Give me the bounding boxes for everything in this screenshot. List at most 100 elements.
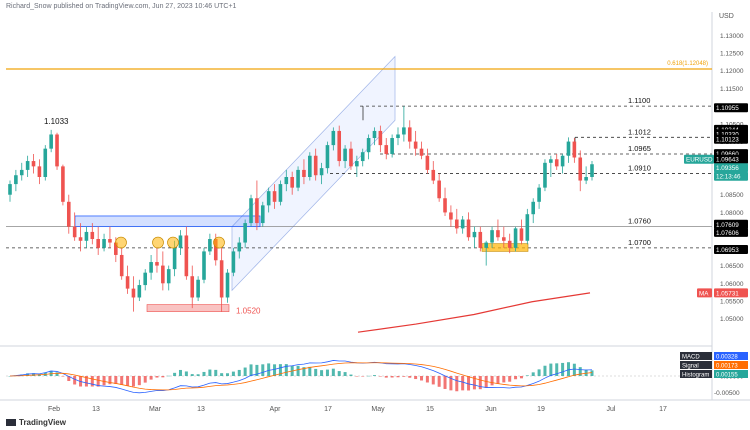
candle-body — [172, 247, 177, 270]
macd-histogram-bar — [184, 371, 188, 376]
macd-histogram-bar — [214, 369, 218, 376]
resistance-zone — [74, 215, 261, 228]
price-tick-label: 1.05500 — [720, 299, 744, 306]
tradingview-logo: TradingView — [6, 418, 66, 427]
retest-circle — [115, 236, 127, 249]
macd-histogram-bar — [472, 376, 476, 390]
macd-histogram-bar — [396, 376, 400, 378]
macd-histogram-bar — [8, 376, 12, 377]
price-tag — [714, 227, 748, 237]
candle-body — [166, 269, 171, 284]
macd-histogram-bar — [514, 376, 518, 380]
macd-histogram-bar — [467, 376, 471, 391]
macd-histogram-bar — [537, 369, 541, 376]
macd-histogram-bar — [61, 376, 65, 377]
candle-body — [155, 262, 159, 266]
macd-histogram-bar — [390, 376, 394, 378]
macd-histogram-bar — [372, 375, 376, 376]
candle-body — [543, 162, 547, 188]
macd-histogram-bar — [178, 369, 182, 376]
macd-histogram-bar — [449, 376, 453, 391]
macd-histogram-bar — [525, 375, 529, 376]
candle-body — [290, 177, 294, 188]
level-label: 1.0965 — [628, 144, 651, 153]
macd-histogram-bar — [161, 376, 165, 378]
candle-body — [449, 212, 453, 220]
macd-histogram-bar — [414, 376, 418, 380]
macd-histogram-bar — [437, 376, 441, 387]
candle-body — [108, 239, 112, 243]
macd-histogram-bar — [590, 370, 594, 376]
price-tag-label: EURUSD — [686, 157, 713, 164]
macd-histogram-bar — [226, 373, 230, 376]
candle-body — [196, 279, 200, 298]
price-tick-label: 1.06000 — [720, 281, 744, 288]
price-tick-label: 1.12000 — [720, 68, 744, 75]
candle-body — [431, 169, 436, 181]
macd-histogram-bar — [349, 374, 353, 376]
macd-line — [9, 360, 593, 394]
level-label: 1.1100 — [628, 96, 650, 105]
price-tag-label: 1.10955 — [716, 105, 739, 112]
macd-histogram-bar — [102, 376, 106, 386]
macd-histogram-bar — [508, 376, 512, 382]
price-tick-label: 1.06500 — [720, 263, 744, 270]
candle-body — [355, 161, 359, 167]
candle-body — [25, 161, 30, 170]
macd-histogram-bar — [420, 376, 424, 381]
macd-histogram-bar — [478, 376, 482, 390]
time-tick-label: 17 — [324, 406, 332, 413]
macd-histogram-bar — [73, 376, 77, 385]
retest-circle — [213, 236, 225, 249]
candle-body — [566, 141, 571, 156]
candle-body — [84, 231, 89, 241]
level-label: 1.0700 — [628, 238, 651, 247]
macd-histogram-bar — [190, 374, 194, 376]
candle-body — [302, 169, 306, 177]
candle-body — [149, 262, 153, 273]
moving-average-line — [357, 292, 591, 333]
candle-body — [343, 148, 347, 162]
macd-histogram-bar — [443, 376, 447, 389]
time-tick-label: May — [371, 406, 385, 413]
candle-body — [249, 198, 253, 224]
candle-body — [496, 230, 500, 238]
macd-tag-label: MACD — [682, 355, 700, 361]
macd-tag-value: 0.00155 — [716, 373, 738, 379]
candle-body — [578, 157, 583, 181]
publisher-header: Richard_Snow published on TradingView.co… — [6, 3, 237, 10]
candle-body — [102, 239, 106, 248]
fib-label: 0.618(1.12048) — [667, 61, 708, 67]
macd-histogram-bar — [314, 368, 318, 376]
macd-tag-value-bg — [714, 370, 748, 378]
macd-histogram-bar — [220, 373, 224, 376]
macd-histogram-bar — [431, 376, 435, 385]
price-tag — [714, 219, 748, 229]
candle-body — [484, 242, 488, 248]
candle-body — [366, 138, 371, 153]
macd-histogram-bar — [167, 375, 171, 377]
macd-histogram-bar — [425, 376, 429, 383]
logo-text: TradingView — [19, 418, 66, 427]
candle-body — [19, 169, 24, 176]
time-tick-label: 17 — [659, 406, 667, 413]
price-tag-label: 1.07609 — [716, 222, 739, 229]
candle-body — [513, 228, 518, 248]
support-zone — [146, 304, 230, 312]
candle-body — [372, 130, 377, 139]
candle-body — [125, 276, 130, 289]
macd-histogram-bar — [149, 376, 153, 380]
macd-histogram-bar — [267, 363, 271, 376]
macd-tag-value: 0.00328 — [716, 355, 738, 361]
candle-body — [278, 184, 283, 202]
macd-histogram-bar — [114, 376, 118, 384]
candle-body — [549, 159, 553, 163]
candle-body — [284, 177, 289, 185]
macd-tag-label: Signal — [682, 364, 699, 370]
macd-histogram-bar — [584, 369, 588, 376]
candle-body — [413, 141, 418, 149]
candle-body — [396, 134, 400, 139]
candle-body — [478, 231, 483, 248]
macd-histogram-bar — [120, 376, 124, 385]
